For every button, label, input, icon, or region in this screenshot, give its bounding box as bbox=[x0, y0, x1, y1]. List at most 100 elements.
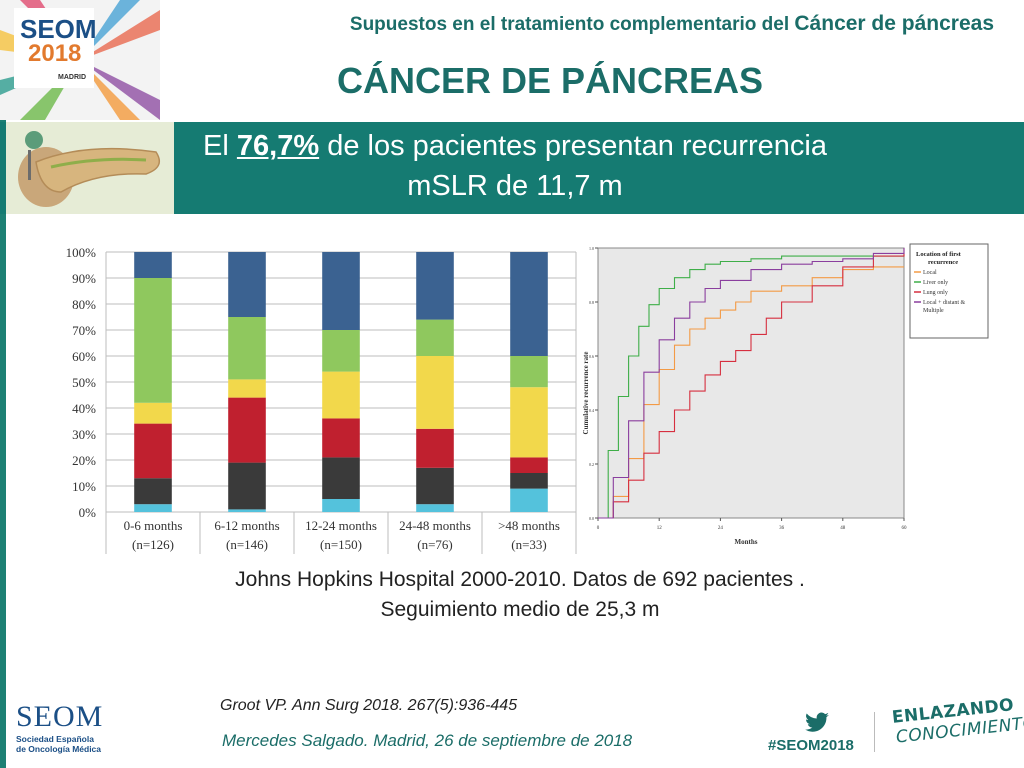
bar-segment bbox=[416, 319, 454, 356]
bar-segment bbox=[134, 252, 172, 278]
stacked-bar-chart: 0% 10% 20% 30% 40% 50% 60% 70% 80% 90% 100% 0-6 mon… bbox=[66, 245, 577, 554]
y-tick-label: 0.6 bbox=[589, 354, 594, 359]
x-category-label: 24-48 months bbox=[399, 518, 471, 533]
x-category-label: 12-24 months bbox=[305, 518, 377, 533]
y-tick-label: 80% bbox=[72, 297, 96, 312]
legend-entry-label: Lung only bbox=[923, 290, 948, 296]
bar-segment bbox=[228, 397, 266, 463]
legend-title-line: recurrence bbox=[928, 259, 958, 266]
x-category-label: >48 months bbox=[498, 518, 560, 533]
bar-segment bbox=[134, 278, 172, 403]
x-tick-label: 60 bbox=[902, 526, 908, 531]
legend-box bbox=[909, 243, 989, 339]
y-tick-label: 60% bbox=[72, 349, 96, 364]
y-axis-label: Cumulative recurrence rate bbox=[582, 352, 590, 435]
bar-segment bbox=[510, 356, 548, 388]
bar-segment bbox=[228, 317, 266, 380]
recurrence-statement: El 76,7% de los pacientes presentan recu… bbox=[175, 130, 855, 163]
bar-segment bbox=[416, 252, 454, 320]
bar-segment bbox=[228, 252, 266, 317]
seom-footer-logo: SEOM Sociedad Española de Oncología Médi… bbox=[16, 700, 126, 754]
x-tick-label: 48 bbox=[840, 526, 846, 531]
x-category-n-label: (n=76) bbox=[417, 537, 453, 552]
slogan: ENLAZANDO CONOCIMIENTO bbox=[891, 693, 1024, 748]
twitter-icon[interactable] bbox=[804, 712, 830, 734]
y-tick-label: 100% bbox=[66, 245, 97, 260]
bar-segment bbox=[134, 478, 172, 505]
slide-title: CÁNCER DE PÁNCREAS bbox=[336, 60, 764, 101]
km-series-line bbox=[598, 253, 905, 519]
x-category-n-label: (n=33) bbox=[511, 537, 547, 552]
bar-segment bbox=[322, 252, 360, 330]
x-category-n-label: (n=150) bbox=[320, 537, 362, 552]
subtitle-part2: Cáncer de páncreas bbox=[794, 12, 994, 35]
legend-entry-label: Local + distant & bbox=[923, 300, 966, 306]
y-tick-label: 90% bbox=[72, 271, 96, 286]
recurrence-percent: 76,7% bbox=[236, 130, 320, 162]
seom-wordmark: SEOM bbox=[16, 700, 104, 733]
x-category-n-label: (n=146) bbox=[226, 537, 268, 552]
x-category-label: 6-12 months bbox=[214, 518, 279, 533]
legend-entry-label: Multiple bbox=[923, 308, 944, 314]
bar-segment bbox=[416, 467, 454, 505]
bar-segment bbox=[228, 509, 266, 512]
bar-segment bbox=[322, 371, 360, 419]
logo-seom-text: SEOM bbox=[20, 14, 97, 44]
left-accent-rule bbox=[0, 120, 6, 768]
y-tick-label: 50% bbox=[72, 375, 96, 390]
km-series-line bbox=[598, 248, 905, 519]
logo-city-text: MADRID bbox=[58, 74, 86, 81]
legend-entry-label: Local bbox=[923, 270, 937, 276]
x-category-label: 0-6 months bbox=[124, 518, 183, 533]
citation: Groot VP. Ann Surg 2018. 267(5):936-445 bbox=[220, 697, 518, 714]
seom-subtitle-1: Sociedad Española bbox=[16, 734, 94, 744]
statement-prefix: El bbox=[203, 130, 229, 162]
bar-segment bbox=[228, 462, 266, 510]
bar-segment bbox=[134, 504, 172, 512]
logo-year-text: 2018 bbox=[28, 40, 82, 67]
bar-segment bbox=[134, 402, 172, 424]
km-series-line bbox=[598, 248, 905, 519]
y-tick-label: 0.0 bbox=[589, 516, 594, 521]
bar-segment bbox=[228, 379, 266, 398]
y-tick-label: 0.2 bbox=[589, 462, 594, 467]
x-tick-label: 0 bbox=[597, 526, 600, 531]
legend-entry-label: Liver only bbox=[923, 280, 948, 286]
bar-segment bbox=[322, 499, 360, 512]
legend-title-line: Location of first bbox=[916, 251, 962, 258]
followup-caption: Seguimiento medio de 25,3 m bbox=[380, 598, 660, 621]
cumulative-recurrence-chart: 0 12 24 36 48 60 0.0 0.2 0.4 0.6 0.8 1.0 Months Cumul… bbox=[582, 246, 908, 546]
bar-segment bbox=[416, 504, 454, 512]
x-tick-label: 36 bbox=[779, 526, 785, 531]
y-tick-label: 1.0 bbox=[589, 246, 594, 251]
bar-segment bbox=[510, 473, 548, 489]
x-category-n-label: (n=126) bbox=[132, 537, 174, 552]
y-tick-label: 10% bbox=[72, 479, 96, 494]
study-caption: Johns Hopkins Hospital 2000-2010. Datos … bbox=[235, 568, 805, 591]
header-subtitle: Supuestos en el tratamiento complementar… bbox=[350, 12, 994, 36]
y-tick-label: 40% bbox=[72, 401, 96, 416]
bar-segment bbox=[510, 252, 548, 356]
bar-segment bbox=[510, 488, 548, 512]
km-series-line bbox=[598, 266, 904, 519]
bar-segment bbox=[416, 428, 454, 468]
bar-segment bbox=[322, 330, 360, 372]
bar-segment bbox=[510, 457, 548, 473]
seom-subtitle-2: de Oncología Médica bbox=[16, 744, 102, 754]
y-tick-label: 0.4 bbox=[589, 408, 594, 413]
footer-divider bbox=[874, 712, 875, 752]
mslr-statement: mSLR de 11,7 m bbox=[407, 170, 623, 202]
bar-segment bbox=[322, 457, 360, 499]
subtitle-part1: Supuestos en el tratamiento complementar… bbox=[349, 14, 790, 35]
y-tick-label: 20% bbox=[72, 453, 96, 468]
x-tick-label: 12 bbox=[657, 526, 663, 531]
statement-suffix: de los pacientes presentan recurrencia bbox=[327, 130, 827, 162]
y-tick-label: 30% bbox=[72, 427, 96, 442]
y-tick-label: 70% bbox=[72, 323, 96, 338]
bar-segment bbox=[322, 418, 360, 458]
bar-segment bbox=[510, 387, 548, 458]
x-axis-label: Months bbox=[735, 538, 758, 546]
hashtag-link[interactable]: #SEOM2018 bbox=[768, 737, 854, 754]
bar-segment bbox=[416, 356, 454, 429]
